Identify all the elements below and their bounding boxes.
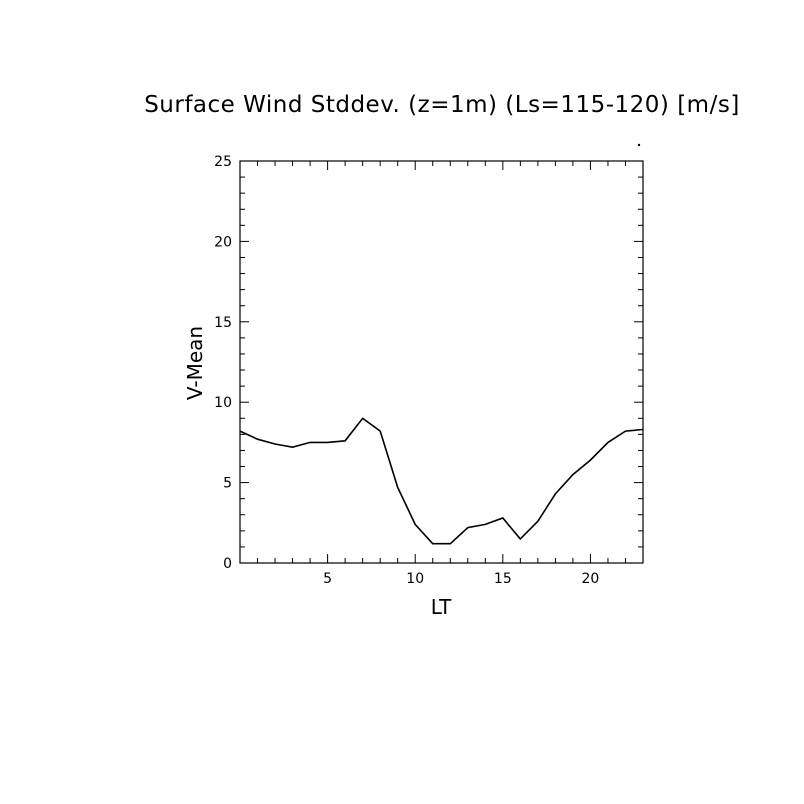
y-tick-label: 5 — [223, 476, 232, 492]
x-tick-label: 10 — [406, 571, 424, 587]
series-line — [239, 417, 644, 545]
tick-labels: 5 10 15 20 0 5 10 15 20 25 — [214, 154, 599, 587]
y-tick-label: 25 — [214, 154, 232, 170]
y-tick-label: 10 — [214, 395, 232, 411]
x-tick-label: 5 — [323, 571, 332, 587]
x-tick-label: 15 — [494, 571, 512, 587]
x-axis-label: LT — [431, 595, 452, 619]
x-tick-label: 20 — [582, 571, 600, 587]
y-tick-label: 15 — [214, 315, 232, 331]
y-tick-label: 0 — [223, 556, 232, 572]
plot-frame — [239, 160, 644, 564]
axis-ticks — [239, 160, 644, 564]
y-tick-label: 20 — [214, 234, 232, 250]
chart-title: Surface Wind Stddev. (z=1m) (Ls=115-120)… — [144, 92, 740, 118]
marker-dot — [637, 143, 641, 147]
y-axis-label: V-Mean — [183, 326, 207, 400]
